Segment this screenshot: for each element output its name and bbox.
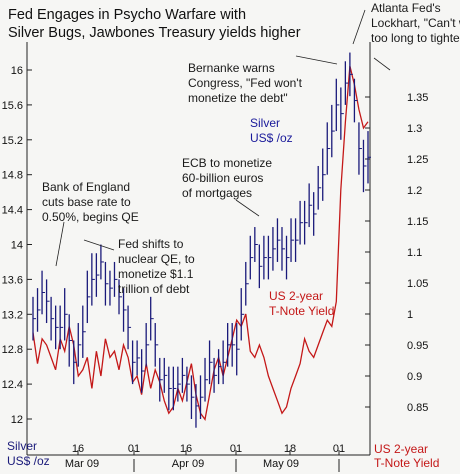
annotation-boe-line: Bank of England (42, 180, 130, 194)
annotation-lockhart-leader-2 (373, 57, 391, 71)
left-tick-label: 14.8 (2, 170, 23, 182)
annotation-fed-qe-leader (83, 239, 115, 251)
annotation-silver-label-line: US$ /oz (250, 131, 293, 145)
annotation-fed-qe-line: monetize $1.1 (118, 267, 194, 281)
left-tick-label: 13.6 (2, 274, 23, 286)
left-tick-label: 14.4 (2, 205, 23, 217)
silver-series (32, 52, 371, 428)
left-tick-label: 12 (11, 414, 23, 426)
right-tick-label: 0.85 (407, 402, 428, 414)
month-label: Apr 09 (172, 458, 204, 470)
plot-frame (26, 42, 371, 456)
x-axis: 16 01 16 01 18 01 Mar 09 Apr 09 May 09 (65, 443, 345, 472)
right-axis-label-line: T-Note Yield (374, 456, 439, 470)
annotation-ecb-leader (235, 199, 260, 217)
right-tick-label: 1.2 (407, 185, 422, 197)
annotation-fed-qe-line: trillion of debt (118, 282, 190, 296)
chart-title-line-1: Fed Engages in Psycho Warfare with (8, 7, 246, 23)
right-tick-label: 1.15 (407, 216, 428, 228)
left-tick-label: 15.2 (2, 135, 23, 147)
annotation-boe-line: cuts base rate to (42, 195, 131, 209)
annotation-silver-label-line: Silver (250, 116, 280, 130)
right-axis-label-line: US 2-year (374, 442, 428, 456)
chart-title: Fed Engages in Psycho Warfare with Silve… (8, 7, 301, 41)
right-tick-label: 1.35 (407, 92, 428, 104)
annotation-boe-line: 0.50%, begins QE (42, 210, 139, 224)
x-tick-label: 16 (72, 443, 84, 455)
yield-series (32, 65, 369, 422)
left-tick-label: 15.6 (2, 100, 23, 112)
annotation-fed-qe-line: Fed shifts to (118, 237, 184, 251)
annotation-lockhart-line: too long to tighten" (371, 31, 460, 45)
x-tick-label: 18 (284, 443, 296, 455)
left-tick-label: 13.2 (2, 309, 23, 321)
annotation-bernanke-line: monetize the debt" (188, 91, 288, 105)
x-tick-label: 01 (230, 443, 242, 455)
left-tick-label: 12.8 (2, 344, 23, 356)
chart-title-line-2: Silver Bugs, Jawbones Treasury yields hi… (8, 25, 301, 41)
right-tick-label: 1.1 (407, 247, 422, 259)
annotation-ecb-line: of mortgages (182, 186, 252, 200)
annotation-ecb-line: 60-billion euros (182, 171, 263, 185)
annotation-lockhart-line: Atlanta Fed's (371, 1, 441, 15)
annotation-yield-label-line: T-Note Yield (269, 304, 334, 318)
right-tick-label: 1.25 (407, 154, 428, 166)
right-tick-label: 1 (407, 309, 413, 321)
annotation-lockhart-leader (352, 9, 366, 45)
left-tick-label: 12.4 (2, 379, 23, 391)
annotation-bernanke-leader (295, 55, 338, 65)
left-axis-label-line: Silver (7, 439, 37, 453)
month-label: Mar 09 (65, 458, 99, 470)
annotation-bernanke-line: Bernanke warns (188, 61, 275, 75)
annotation-boe-leader (55, 221, 65, 267)
yield-line (32, 65, 369, 422)
right-tick-label: 0.9 (407, 371, 422, 383)
annotation-yield-label-line: US 2-year (269, 289, 323, 303)
month-label: May 09 (263, 458, 299, 470)
left-tick-label: 16 (11, 65, 23, 77)
annotation-bernanke-line: Congress, "Fed won't (188, 76, 303, 90)
x-tick-label: 01 (333, 443, 345, 455)
annotation-lockhart-line: Lockhart, "Can't wait (371, 16, 460, 30)
right-tick-label: 1.05 (407, 278, 428, 290)
x-tick-label: 16 (180, 443, 192, 455)
left-axis-label-line: US$ /oz (7, 454, 50, 468)
x-tick-label: 01 (128, 443, 140, 455)
left-tick-label: 14 (11, 240, 23, 252)
right-tick-label: 0.95 (407, 340, 428, 352)
right-axis: 1.35 1.3 1.25 1.2 1.15 1.1 1.05 1 0.95 0.9 0.85 (365, 92, 428, 414)
annotation-ecb-line: ECB to monetize (182, 156, 272, 170)
annotation-fed-qe-line: nuclear QE, to (118, 252, 195, 266)
right-tick-label: 1.3 (407, 123, 422, 135)
left-axis: 16 15.6 15.2 14.8 14.4 14 13.6 13.2 12.8 12.4 12 (2, 65, 32, 426)
